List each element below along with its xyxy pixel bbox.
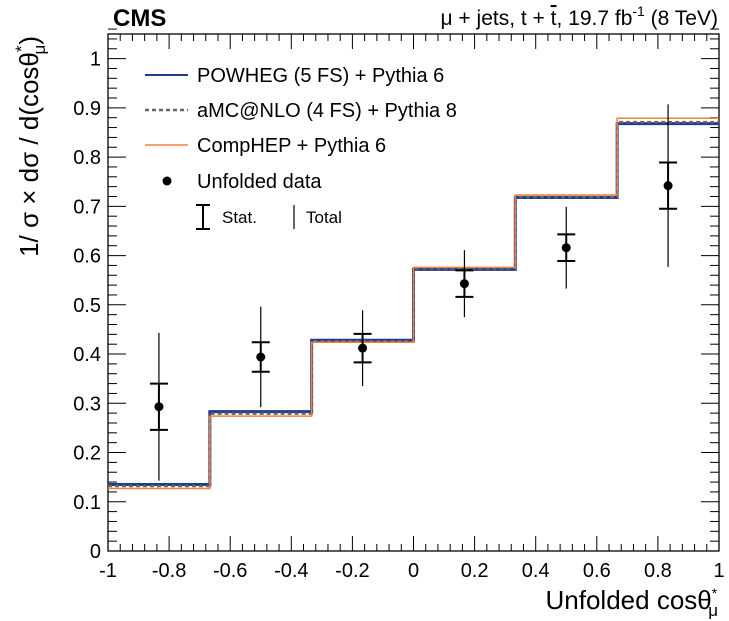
- legend-label-total: Total: [306, 208, 342, 227]
- y-tick-label: 0.2: [73, 443, 101, 465]
- x-tick-label: -0.8: [152, 560, 186, 582]
- x-tick-label: 0.6: [583, 560, 611, 582]
- y-axis-title: 1/ σ × dσ / d(cosθ*μ): [12, 36, 49, 257]
- x-tick-label: 0.4: [522, 560, 550, 582]
- legend-label-data: Unfolded data: [197, 171, 322, 193]
- y-tick-label: 0.5: [73, 295, 101, 317]
- y-tick-label: 0.7: [73, 196, 101, 218]
- x-tick-label: -0.6: [213, 560, 247, 582]
- y-tick-label: 0.3: [73, 393, 101, 415]
- data-point: [663, 181, 673, 191]
- y-tick-label: 0: [90, 541, 101, 563]
- x-axis-title: Unfolded cosθ* μ: [546, 585, 718, 620]
- tbar-symbol: t: [551, 7, 557, 30]
- data-point: [256, 352, 266, 362]
- y-tick-label: 1: [90, 49, 101, 71]
- experiment-label: CMS: [113, 5, 166, 32]
- prediction-curves: [108, 117, 719, 490]
- x-tick-label: 0: [408, 560, 419, 582]
- y-tick-label: 0.8: [73, 147, 101, 169]
- x-tick-label: -1: [99, 560, 117, 582]
- legend-label-stat: Stat.: [222, 208, 257, 227]
- tick-labels: -1 -0.8 -0.6 -0.4 -0.2 0 0.2 0.4 0.6 0.8 1 0 0.1 0.2 0…: [73, 49, 724, 582]
- legend-marker-data: [162, 176, 172, 186]
- x-tick-label: 0.8: [644, 560, 672, 582]
- y-tick-label: 0.4: [73, 344, 101, 366]
- x-tick-label: -0.2: [335, 560, 369, 582]
- legend-label-powheg: POWHEG (5 FS) + Pythia 6: [197, 65, 444, 87]
- y-tick-label: 0.1: [73, 492, 101, 514]
- axis-ticks: [107, 28, 720, 552]
- data-point: [459, 279, 469, 289]
- legend: POWHEG (5 FS) + Pythia 6 aMC@NLO (4 FS) …: [145, 65, 457, 230]
- step-curve-2: [108, 117, 719, 490]
- legend-label-comphep: CompHEP + Pythia 6: [197, 135, 386, 157]
- data-point: [154, 402, 164, 412]
- x-tick-label: 0.2: [461, 560, 489, 582]
- data-point: [561, 243, 571, 253]
- y-tick-label: 0.6: [73, 246, 101, 268]
- header-label: μ + jets, t + t, 19.7 fb-1 (8 TeV): [441, 3, 719, 30]
- legend-label-amcnlo: aMC@NLO (4 FS) + Pythia 8: [197, 100, 457, 122]
- x-tick-label: 1: [713, 560, 724, 582]
- data-points: [149, 104, 678, 481]
- x-tick-label: -0.4: [274, 560, 308, 582]
- y-tick-label: 0.9: [73, 98, 101, 120]
- legend-stat-errorbar: [196, 204, 210, 230]
- data-point: [358, 343, 368, 353]
